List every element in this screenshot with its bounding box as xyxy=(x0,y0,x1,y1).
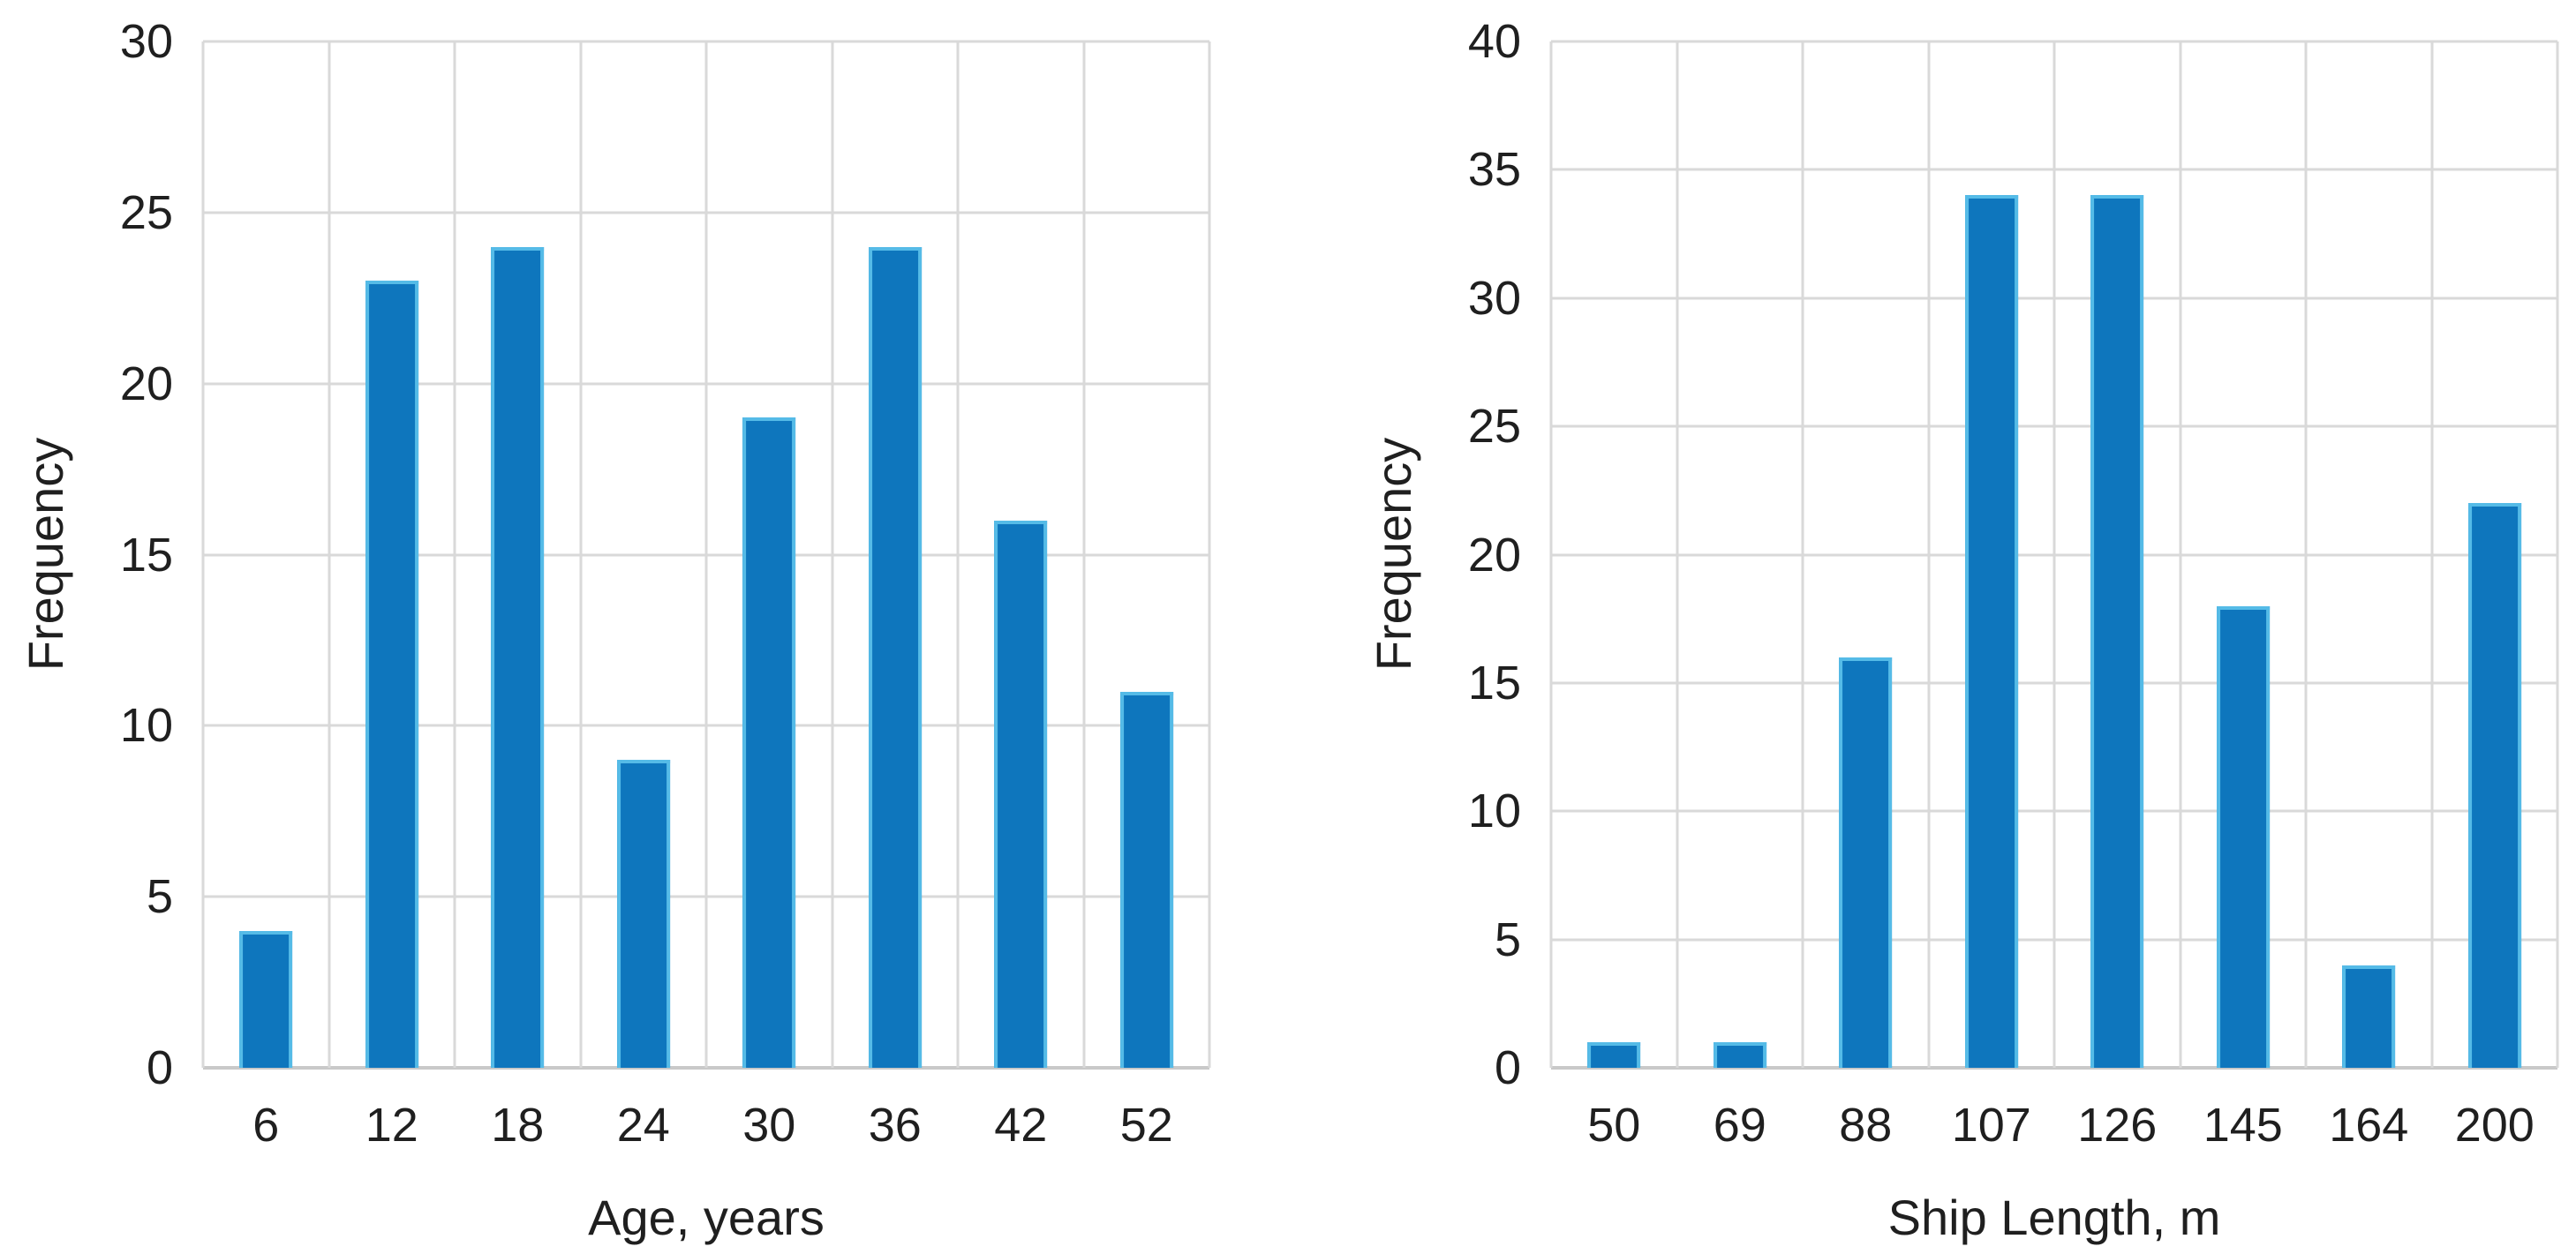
y-tick-label: 5 xyxy=(1494,912,1521,966)
x-tick-label: 50 xyxy=(1587,1099,1641,1152)
v-gridline xyxy=(201,41,205,1068)
v-gridline xyxy=(2556,41,2559,1068)
x-tick-label: 126 xyxy=(2077,1099,2158,1152)
bar-30 xyxy=(742,417,796,1068)
plot-area xyxy=(201,40,1211,1070)
y-tick-label: 20 xyxy=(119,357,173,410)
x-axis-line xyxy=(1551,1066,2557,1070)
bar-12 xyxy=(365,281,418,1068)
y-tick-label: 30 xyxy=(119,15,173,68)
y-tick-label: 30 xyxy=(1467,271,1521,325)
v-gridline xyxy=(2304,41,2308,1068)
x-tick-label: 12 xyxy=(365,1099,418,1152)
x-tick-label: 164 xyxy=(2329,1099,2409,1152)
v-gridline xyxy=(956,41,960,1068)
x-axis-title: Ship Length, m xyxy=(1887,1190,2221,1245)
bar-69 xyxy=(1713,1041,1766,1068)
y-tick-label: 25 xyxy=(1467,400,1521,454)
v-gridline xyxy=(1082,41,1085,1068)
bar-145 xyxy=(2216,605,2270,1068)
bar-42 xyxy=(994,520,1048,1068)
bar-126 xyxy=(2090,195,2144,1068)
v-gridline xyxy=(831,41,833,1068)
v-gridline xyxy=(1676,41,1678,1068)
y-tick-label: 35 xyxy=(1467,143,1521,197)
y-tick-label: 15 xyxy=(119,528,173,582)
x-axis-ticks: 6 12 18 24 30 36 42 52 xyxy=(203,1101,1209,1163)
y-tick-label: 0 xyxy=(1494,1041,1521,1094)
x-tick-label: 18 xyxy=(491,1099,545,1152)
v-gridline xyxy=(2430,41,2433,1068)
v-gridline xyxy=(453,41,456,1068)
v-gridline xyxy=(1801,41,1804,1068)
bar-200 xyxy=(2467,503,2521,1068)
v-gridline xyxy=(2053,41,2056,1068)
x-tick-label: 107 xyxy=(1951,1099,2031,1152)
bar-107 xyxy=(1964,195,2018,1068)
v-gridline xyxy=(2179,41,2181,1068)
bar-164 xyxy=(2342,965,2396,1068)
gridlines xyxy=(1549,40,2559,1070)
y-axis-ticks: 0 5 10 15 20 25 30 xyxy=(0,18,173,1092)
v-gridline xyxy=(1208,41,1211,1068)
y-tick-label: 15 xyxy=(1467,656,1521,710)
bar-88 xyxy=(1839,657,1893,1068)
v-gridline xyxy=(704,41,708,1068)
bar-18 xyxy=(491,246,545,1068)
bar-52 xyxy=(1119,691,1173,1068)
y-tick-label: 40 xyxy=(1467,15,1521,68)
x-tick-label: 200 xyxy=(2454,1099,2535,1152)
v-gridline xyxy=(328,41,330,1068)
x-axis-line xyxy=(203,1066,1209,1070)
x-tick-label: 36 xyxy=(868,1099,922,1152)
y-tick-label: 20 xyxy=(1467,528,1521,582)
x-tick-label: 6 xyxy=(252,1099,280,1152)
gridlines xyxy=(201,40,1211,1070)
y-axis-ticks: 0 5 10 15 20 25 30 35 40 xyxy=(1348,18,1521,1092)
x-tick-label: 145 xyxy=(2203,1099,2283,1152)
age-frequency-chart: Frequency 0 5 10 15 20 25 30 6 12 18 24 30 36 42 52 A… xyxy=(0,18,1211,1245)
x-tick-label: 52 xyxy=(1119,1099,1173,1152)
y-tick-label: 25 xyxy=(119,185,173,239)
y-tick-label: 10 xyxy=(119,699,173,753)
v-gridline xyxy=(1927,41,1930,1068)
y-tick-label: 0 xyxy=(146,1041,173,1094)
x-tick-label: 88 xyxy=(1839,1099,1893,1152)
v-gridline xyxy=(1549,41,1553,1068)
bar-6 xyxy=(239,930,293,1068)
ship-length-frequency-chart: Frequency 0 5 10 15 20 25 30 35 40 50 69 88 107 126 1… xyxy=(1348,0,2576,1254)
plot-area xyxy=(1549,40,2559,1070)
x-axis-title: Age, years xyxy=(588,1190,825,1245)
y-tick-label: 5 xyxy=(146,870,173,924)
v-gridline xyxy=(579,41,582,1068)
bar-24 xyxy=(616,760,670,1068)
bar-series xyxy=(1551,41,2557,1068)
x-tick-label: 30 xyxy=(742,1099,796,1152)
x-axis-ticks: 50 69 88 107 126 145 164 200 xyxy=(1551,1101,2557,1163)
bar-series xyxy=(203,41,1209,1068)
x-tick-label: 42 xyxy=(994,1099,1048,1152)
y-tick-label: 10 xyxy=(1467,785,1521,838)
x-tick-label: 69 xyxy=(1713,1099,1766,1152)
bar-36 xyxy=(868,246,922,1068)
x-tick-label: 24 xyxy=(616,1099,670,1152)
bar-50 xyxy=(1587,1041,1641,1068)
